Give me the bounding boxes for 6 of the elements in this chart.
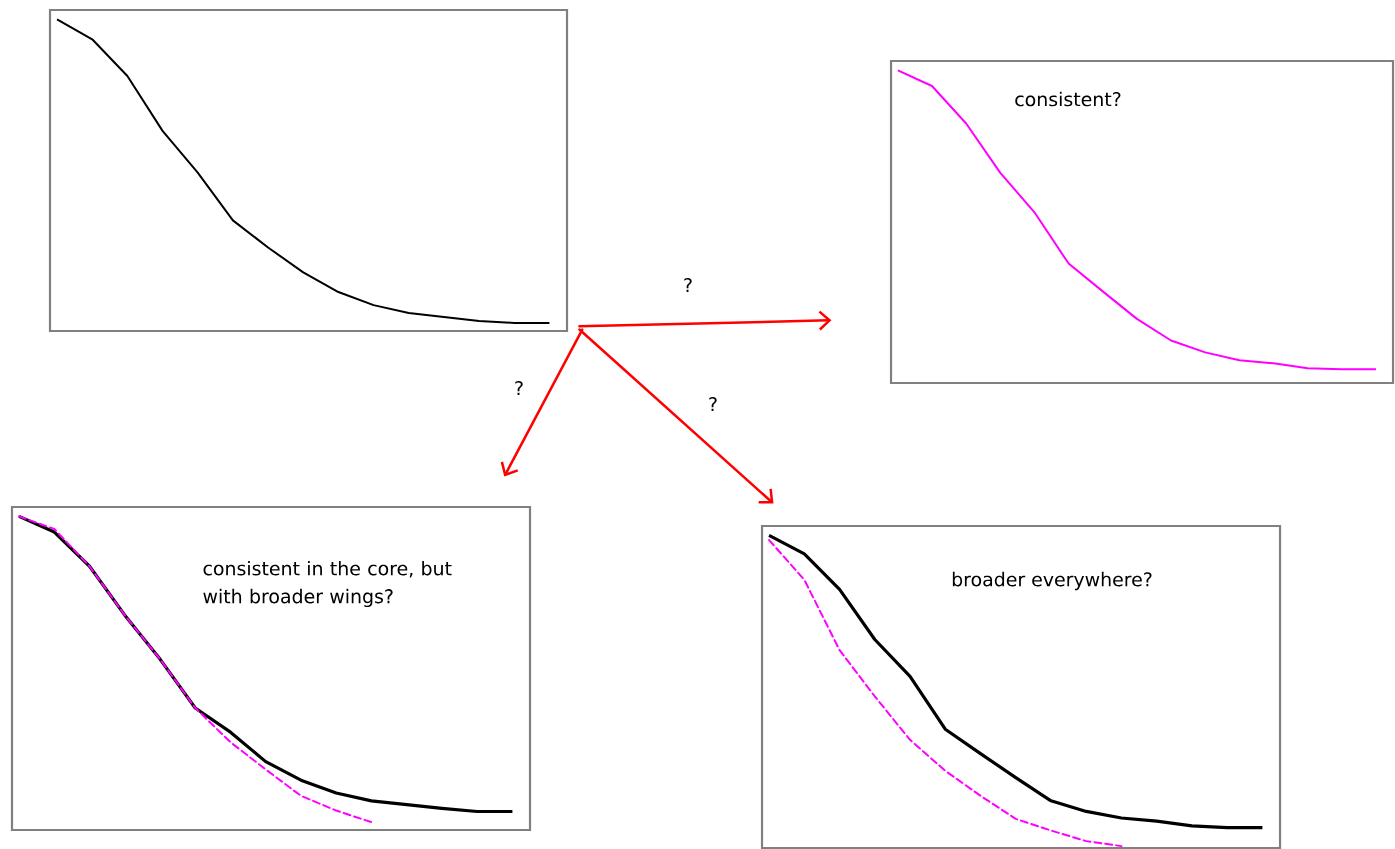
annotation: consistent? bbox=[1015, 91, 1121, 107]
annotation: consistent in the core, but with broader wings? bbox=[203, 560, 452, 608]
text: ? bbox=[709, 396, 717, 412]
text: ? bbox=[684, 277, 692, 293]
text: ? bbox=[515, 380, 523, 396]
annotation: broader everywhere? bbox=[952, 571, 1152, 591]
